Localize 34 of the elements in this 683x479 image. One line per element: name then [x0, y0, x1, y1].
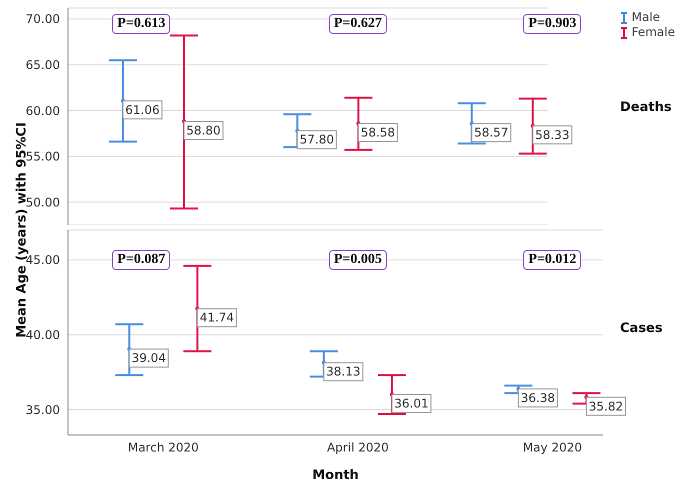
annotation: P=0.627: [328, 14, 387, 34]
data-label: 58.57: [474, 126, 508, 140]
y-tick-label: 45.00: [26, 253, 60, 268]
y-tick-label: 35.00: [26, 402, 60, 417]
data-label: 41.74: [200, 310, 234, 325]
y-tick-label: 65.00: [26, 58, 60, 72]
annotation: P=0.613: [112, 14, 170, 34]
data-label: 58.58: [360, 126, 396, 140]
data-label: 61.06: [125, 102, 160, 117]
x-tick-label: March 2020: [128, 440, 199, 455]
y-tick-label: 55.00: [26, 150, 60, 164]
data-label: 57.80: [300, 132, 334, 147]
annotation: P=0.012: [523, 250, 582, 270]
data-label: 38.13: [326, 364, 361, 379]
annotation: P=0.087: [112, 250, 170, 270]
text: Deaths: [620, 100, 672, 115]
text: Cases: [620, 321, 663, 336]
legend-label: Female: [632, 25, 675, 40]
x-axis-title: Month: [312, 468, 359, 479]
y-tick-label: 50.00: [26, 195, 60, 210]
annotation: P=0.903: [523, 14, 582, 34]
y-tick-label: 40.00: [26, 328, 60, 342]
x-tick-label: May 2020: [522, 440, 582, 455]
data-label: 36.38: [520, 390, 556, 405]
data-label: 58.33: [535, 128, 570, 142]
data-label: 36.01: [394, 396, 429, 410]
data-label: 58.80: [186, 124, 221, 138]
annotation: P=0.005: [328, 250, 387, 270]
y-tick-label: 70.00: [26, 12, 60, 26]
data-label: 39.04: [132, 351, 166, 366]
legend-label: Male: [632, 10, 660, 25]
x-tick-label: April 2020: [326, 440, 389, 455]
data-label: 35.82: [588, 399, 624, 414]
y-tick-label: 60.00: [26, 104, 60, 118]
